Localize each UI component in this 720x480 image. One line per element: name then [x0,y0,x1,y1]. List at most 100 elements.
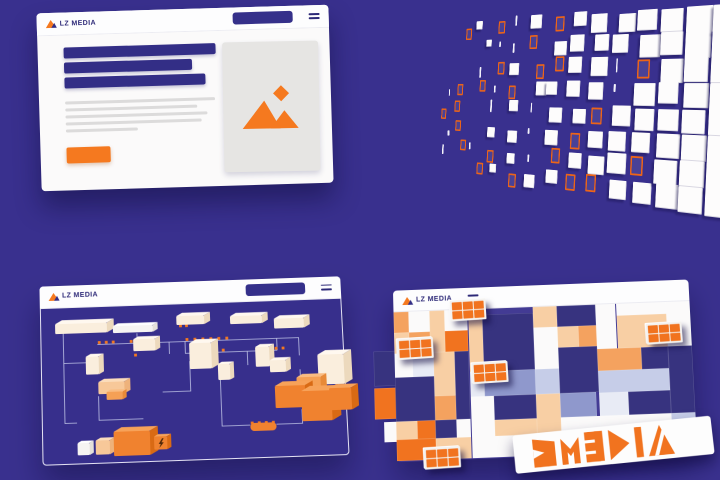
mosaic-tile [557,326,579,347]
dissolve-wall [440,3,720,221]
mosaic-tile [595,304,618,349]
dissolve-tile [544,130,557,146]
dissolve-tile [686,5,713,33]
mosaic-tile [395,376,435,422]
dissolve-tile [454,101,460,112]
text-line [65,111,207,118]
dissolve-tile [455,120,461,131]
flow-block [270,357,292,372]
dissolve-tile [499,42,501,48]
dissolve-tile [486,39,492,46]
flow-block [113,426,158,456]
dissolve-tile [546,169,558,184]
dissolve-tile [660,32,683,56]
dissolve-tile [570,35,585,52]
flowchart-diagram [41,299,349,463]
brand-logo: LZ MEDIA [46,18,97,29]
tile-cluster [397,337,434,360]
dissolve-illustration [374,0,720,230]
mosaic-tile [454,351,471,420]
dissolve-tile [681,109,705,134]
dissolve-tile [634,83,656,106]
dissolve-tile [469,143,471,150]
dissolve-tile [506,153,515,164]
flow-block [274,314,310,328]
dissolve-tile [441,109,446,120]
mosaic-tile [470,396,495,437]
dissolve-tile [489,164,496,173]
dissolve-tile [658,109,680,132]
dissolve-tile [632,182,652,205]
dissolve-tile [466,29,472,40]
text-line [65,97,215,104]
header-cta-button[interactable] [246,282,306,296]
dissolve-tile [713,3,720,33]
brand-logo: LZ MEDIA [48,290,98,301]
mosaic-tile [533,327,558,369]
dissolve-tile [639,35,661,58]
text-line [65,105,197,112]
mosaic-tile [536,393,561,434]
mosaic-tile [535,368,560,394]
flow-block [329,383,359,410]
dissolve-tile [570,133,580,150]
dissolve-tile [494,86,496,93]
dissolve-tile [479,80,486,92]
dissolve-tile [591,107,602,124]
dissolve-tile [490,100,492,112]
mosaic-tile [641,346,669,369]
dissolve-tile [527,154,529,162]
dissolve-tile [555,56,565,71]
dissolve-tile [654,159,678,185]
dissolve-tile [529,35,538,50]
dissolve-tile [661,8,684,33]
dissolve-tile [634,109,655,131]
headline-bar [64,73,205,88]
dissolve-tile [685,31,712,59]
dissolve-tile [509,100,519,112]
dissolve-tile [530,15,542,29]
dissolve-tile [556,16,566,32]
mosaic-tile [433,351,455,396]
flow-block [189,339,219,370]
dissolve-tile [618,13,636,33]
dissolve-tile [708,109,720,136]
dissolve-tile [513,44,515,54]
mosaic-tile [408,311,429,332]
dissolve-tile [536,64,545,78]
dissolve-tile [704,189,720,220]
flow-block [113,322,158,333]
flowchart-browser-window: LZ MEDIA [39,276,349,465]
dissolve-tile [574,11,588,27]
mosaic-tile [558,346,599,393]
dissolve-tile [658,82,680,104]
headline-bar [63,43,215,59]
flow-dots [98,321,288,430]
brand-logo: LZ MEDIA [402,294,452,306]
logo-text: LZ MEDIA [62,292,98,300]
dissolve-tile [449,89,451,96]
dissolve-tile [660,59,684,83]
mosaic-tile [598,368,671,393]
dissolve-tile [637,8,658,31]
dissolve-tile [524,174,535,188]
cta-button[interactable] [66,146,110,163]
header-cta-button[interactable] [232,11,292,25]
dissolve-tile [442,144,444,154]
flow-block [154,434,172,450]
dissolve-tile [587,155,604,175]
dissolve-tile [585,174,596,192]
menu-icon[interactable] [321,284,332,290]
menu-icon[interactable] [309,13,320,19]
flow-block [86,353,104,374]
dissolve-tile [684,57,709,82]
dissolve-tile [515,15,518,26]
dissolve-tile [527,128,529,134]
mosaic-tile [629,391,672,415]
dissolve-tile [680,134,706,162]
flow-block [218,361,235,380]
logo-text: LZ MEDIA [60,19,96,27]
dissolve-tile [594,34,609,51]
dissolve-tile [616,59,618,73]
tile-cluster [424,446,461,470]
